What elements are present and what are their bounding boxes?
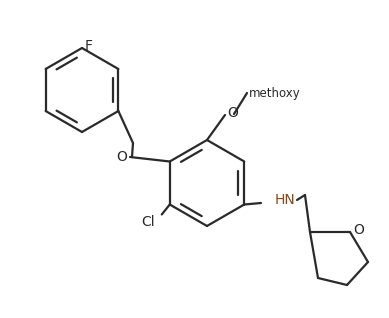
Text: methoxy: methoxy (249, 86, 301, 100)
Text: O: O (353, 223, 364, 237)
Text: Cl: Cl (141, 216, 155, 230)
Text: F: F (85, 39, 93, 53)
Text: O: O (227, 106, 238, 120)
Text: O: O (116, 150, 127, 164)
Text: HN: HN (275, 193, 296, 207)
